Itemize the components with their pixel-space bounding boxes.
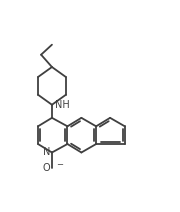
Text: NH: NH [55, 100, 70, 110]
Text: N: N [43, 148, 50, 158]
Text: −: − [57, 160, 64, 169]
Text: O: O [43, 163, 50, 173]
